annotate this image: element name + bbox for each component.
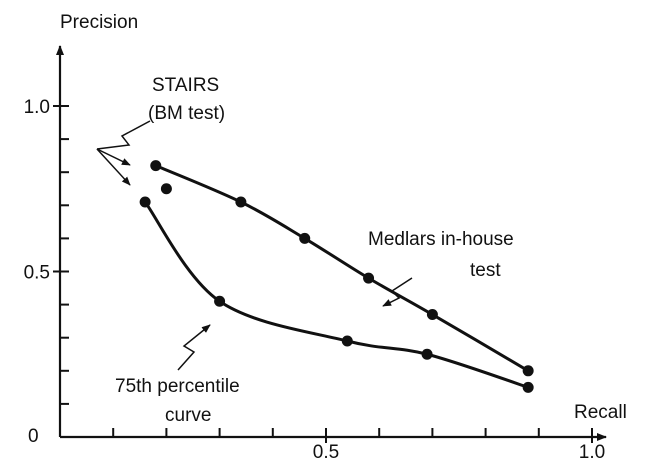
series-stairs-bm-test (160, 183, 172, 195)
origin-label: 0 (28, 426, 39, 447)
data-point-75th-percentile-curve (214, 295, 226, 307)
stairs-callout-arrow-1 (96, 148, 131, 166)
data-point-medlars-in-house-test (522, 365, 534, 377)
stairs-callout-stem (96, 120, 151, 150)
series-layer (139, 160, 534, 393)
annotation-75th-line2: curve (165, 405, 211, 426)
y-tick-label: 1.0 (24, 97, 50, 118)
data-point-75th-percentile-curve (522, 381, 534, 393)
y-ticks: 0.5 1.0 (24, 97, 69, 405)
annotation-stairs: STAIRS (BM test) (96, 75, 225, 186)
x-axis-title: Recall (574, 402, 627, 423)
data-point-medlars-in-house-test (235, 196, 247, 208)
data-point-75th-percentile-curve (341, 335, 353, 347)
data-point-medlars-in-house-test (299, 232, 311, 244)
x-tick-label: 0.5 (313, 442, 339, 458)
annotation-75th-line1: 75th percentile (115, 376, 240, 397)
series-75th-percentile-curve (139, 196, 534, 393)
annotation-medlars: Medlars in-house test (368, 229, 514, 307)
y-axis-title: Precision (60, 12, 138, 33)
annotation-stairs-line1: STAIRS (152, 75, 219, 96)
data-point-medlars-in-house-test (363, 272, 375, 284)
data-point-medlars-in-house-test (150, 160, 162, 172)
x-ticks: 0.5 1.0 (112, 428, 605, 458)
annotation-medlars-line2: test (470, 260, 501, 281)
annotation-stairs-line2: (BM test) (148, 103, 225, 124)
series-medlars-in-house-test (150, 160, 534, 377)
series-line-medlars-in-house-test (154, 164, 530, 373)
data-point-75th-percentile-curve (139, 196, 151, 208)
75th-callout-squiggle (177, 324, 211, 371)
data-point-stairs-bm-test (160, 183, 172, 195)
medlars-callout-squiggle (382, 277, 413, 307)
annotation-medlars-line1: Medlars in-house (368, 229, 514, 250)
data-point-medlars-in-house-test (426, 309, 438, 321)
x-tick-label: 1.0 (579, 442, 605, 458)
y-tick-label: 0.5 (24, 263, 50, 284)
annotation-75th: 75th percentile curve (115, 324, 240, 426)
stairs-callout-arrow-2 (96, 148, 131, 186)
data-point-75th-percentile-curve (421, 348, 433, 360)
